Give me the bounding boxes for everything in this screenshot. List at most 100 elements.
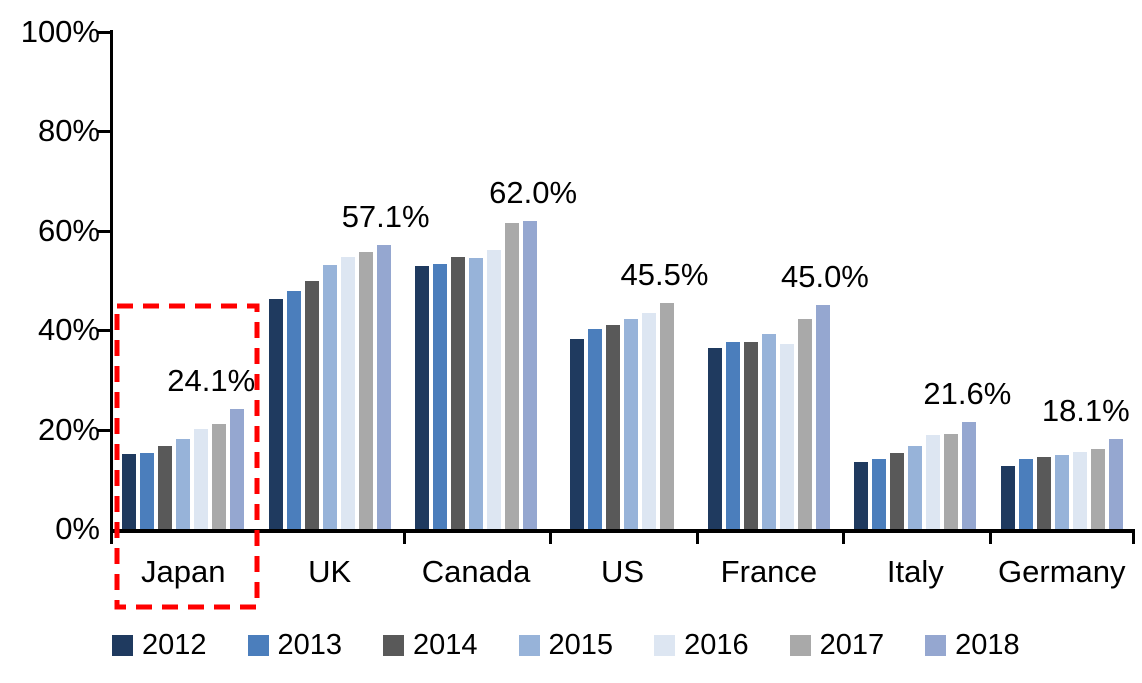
bar-france-2013: [725, 342, 740, 529]
data-label-us: 45.5%: [620, 256, 709, 292]
bar-uk-2015: [322, 264, 337, 529]
bar-italy-2015: [908, 446, 923, 529]
bar-canada-2016: [487, 249, 502, 529]
bar-canada-2014: [451, 256, 466, 529]
bar-germany-2016: [1072, 451, 1087, 529]
x-category-label: US: [600, 554, 645, 589]
bar-canada-2012: [415, 265, 430, 529]
legend-item-2015: 2015: [518, 629, 614, 662]
y-axis-line: [110, 30, 113, 531]
bar-uk-2016: [340, 256, 355, 529]
bar-france-2014: [743, 341, 758, 529]
x-category-label: Japan: [140, 554, 226, 589]
bar-france-2017: [797, 318, 812, 529]
bar-group-france: [696, 32, 842, 529]
y-tick-label: 80%: [37, 113, 100, 149]
legend-item-2016: 2016: [654, 629, 749, 662]
bar-germany-2012: [1000, 466, 1015, 529]
bar-group-japan: [110, 32, 256, 529]
bar-germany-2014: [1036, 457, 1051, 529]
legend-swatch-icon: [518, 635, 540, 656]
bar-germany-2013: [1018, 459, 1033, 529]
bar-uk-2012: [268, 299, 283, 529]
legend-item-2012: 2012: [112, 629, 207, 662]
legend-swatch-icon: [383, 635, 405, 656]
bar-france-2016: [779, 343, 794, 529]
bar-france-2015: [761, 334, 776, 529]
bar-japan-2017: [212, 423, 227, 529]
bar-us-2016: [642, 312, 657, 529]
x-axis-tick: [110, 533, 113, 544]
y-axis-tick: [98, 329, 110, 333]
bar-us-2012: [570, 339, 585, 529]
bar-japan-2014: [158, 445, 173, 529]
bar-japan-2015: [176, 438, 191, 529]
legend-swatch-icon: [789, 635, 811, 656]
data-label-canada: 62.0%: [489, 174, 578, 210]
legend-label: 2018: [955, 629, 1020, 661]
x-category-label: France: [720, 554, 818, 589]
bar-italy-2013: [872, 458, 887, 529]
legend-label: 2016: [684, 629, 749, 661]
bar-france-2018: [815, 305, 830, 529]
y-axis-tick: [98, 130, 110, 134]
x-axis-tick: [695, 533, 699, 544]
bar-germany-2017: [1090, 449, 1105, 529]
legend-item-2014: 2014: [383, 629, 478, 662]
legend-swatch-icon: [654, 635, 676, 656]
x-axis-tick: [842, 533, 846, 544]
bar-germany-2018: [1108, 439, 1123, 529]
bar-group-italy: [842, 32, 988, 529]
legend-item-2017: 2017: [789, 629, 885, 662]
y-tick-label: 0%: [55, 511, 100, 546]
x-axis-tick: [1132, 533, 1135, 544]
bar-italy-2012: [854, 462, 869, 529]
y-axis-tick: [98, 31, 110, 34]
y-axis-tick: [98, 428, 110, 432]
bar-canada-2013: [433, 264, 448, 529]
bar-japan-2016: [194, 429, 209, 529]
x-axis-tick: [256, 533, 260, 544]
bar-group-canada: [403, 32, 549, 529]
legend-label: 2017: [819, 629, 885, 661]
legend-item-2013: 2013: [247, 629, 343, 662]
x-axis-tick: [988, 533, 992, 544]
bar-uk-2013: [286, 291, 301, 529]
legend-label: 2015: [548, 629, 614, 661]
legend-item-2018: 2018: [925, 629, 1020, 662]
bar-uk-2018: [376, 245, 391, 529]
bar-us-2017: [660, 302, 675, 529]
y-tick-label: 40%: [37, 312, 100, 348]
y-tick-label: 60%: [37, 212, 100, 248]
bar-group-us: [549, 32, 695, 529]
bar-italy-2017: [944, 434, 959, 529]
x-category-label: Canada: [421, 554, 531, 589]
data-label-italy: 21.6%: [923, 375, 1012, 411]
legend-swatch-icon: [247, 635, 269, 656]
data-label-japan: 24.1%: [167, 363, 256, 399]
x-axis-line: [110, 529, 1135, 533]
legend-swatch-icon: [112, 635, 133, 656]
x-axis-tick: [402, 533, 406, 544]
bar-canada-2018: [523, 220, 538, 529]
legend: 2012 2013 2014 2015 2016 2017 2018: [112, 629, 1020, 662]
x-category-label: Germany: [998, 554, 1126, 589]
bar-us-2013: [588, 329, 603, 529]
data-label-germany: 18.1%: [1041, 393, 1130, 429]
y-tick-label: 20%: [37, 411, 100, 447]
x-category-label: Italy: [886, 554, 944, 589]
bar-canada-2015: [469, 258, 484, 529]
legend-label: 2013: [277, 629, 343, 661]
legend-swatch-icon: [925, 635, 947, 656]
data-label-france: 45.0%: [780, 259, 869, 295]
bar-canada-2017: [505, 222, 520, 529]
bar-group-germany: [989, 32, 1135, 529]
bar-japan-2013: [140, 453, 155, 529]
bar-japan-2018: [230, 409, 245, 529]
bar-italy-2014: [890, 453, 905, 529]
y-tick-label: 100%: [20, 14, 100, 49]
bar-france-2012: [707, 348, 722, 529]
x-axis-tick: [549, 533, 553, 544]
bar-uk-2017: [358, 251, 373, 529]
